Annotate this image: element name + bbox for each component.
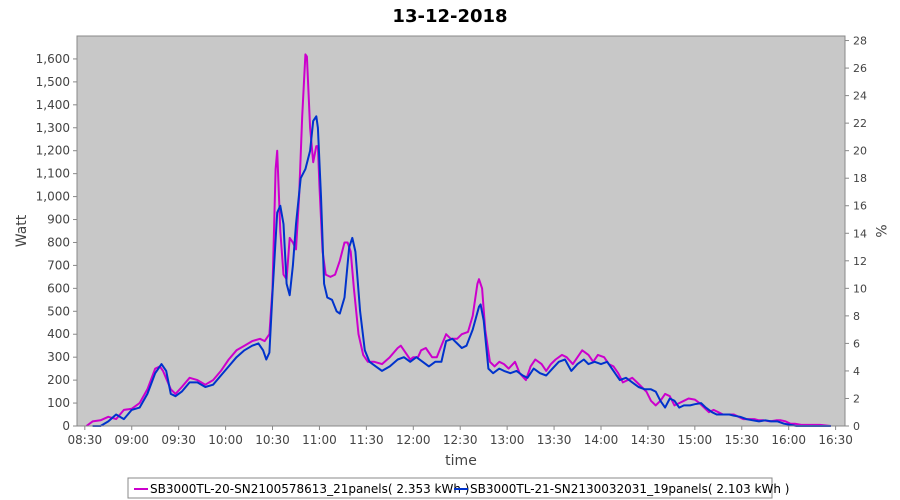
x-tick-label: 16:00 — [771, 433, 806, 447]
x-tick-label: 11:00 — [302, 433, 337, 447]
x-axis-title: time — [445, 453, 477, 469]
y2-tick-label: 10 — [853, 282, 867, 295]
x-tick-label: 10:00 — [208, 433, 243, 447]
x-tick-label: 15:30 — [724, 433, 759, 447]
chart-title: 13-12-2018 — [392, 6, 507, 27]
y-tick-label: 100 — [47, 396, 70, 410]
y-tick-label: 0 — [62, 419, 70, 433]
series-line-2 — [92, 115, 831, 427]
y2-tick-label: 16 — [853, 200, 867, 213]
x-tick-label: 11:30 — [349, 433, 384, 447]
legend: SB3000TL-20-SN2100578613_21panels( 2.353… — [127, 477, 789, 499]
x-tick-label: 12:30 — [443, 433, 478, 447]
x-tick-label: 09:00 — [114, 433, 149, 447]
x-tick-label: 08:30 — [68, 433, 103, 447]
y2-tick-label: 14 — [853, 227, 867, 240]
y-tick-label: 400 — [47, 327, 70, 341]
y2-axis-title: % — [872, 224, 888, 237]
x-tick-label: 14:00 — [584, 433, 619, 447]
y2-tick-label: 26 — [853, 62, 867, 75]
y2-tick-label: 22 — [853, 117, 867, 130]
y2-tick-label: 2 — [853, 392, 860, 405]
x-tick-label: 12:00 — [396, 433, 431, 447]
series-line-1 — [85, 53, 832, 427]
y2-tick-label: 20 — [853, 145, 867, 158]
y-tick-label: 1,300 — [36, 121, 70, 135]
series-layer — [85, 53, 832, 427]
y2-tick-label: 8 — [853, 310, 860, 323]
legend-label-1: SB3000TL-20-SN2100578613_21panels( 2.353… — [150, 482, 469, 496]
y2-tick-label: 12 — [853, 255, 867, 268]
y-tick-label: 1,600 — [36, 52, 70, 66]
y2-tick-label: 18 — [853, 172, 867, 185]
x-tick-label: 14:30 — [631, 433, 666, 447]
legend-box — [127, 477, 773, 499]
y2-tick-label: 24 — [853, 90, 867, 103]
y-tick-label: 1,200 — [36, 144, 70, 158]
y2-tick-label: 4 — [853, 365, 860, 378]
x-tick-label: 10:30 — [255, 433, 290, 447]
y2-tick-label: 28 — [853, 35, 867, 48]
y-axis-title: Watt — [14, 214, 30, 247]
y-tick-label: 300 — [47, 350, 70, 364]
y-tick-label: 600 — [47, 281, 70, 295]
y-tick-label: 500 — [47, 304, 70, 318]
x-tick-label: 15:00 — [678, 433, 713, 447]
y-axis-left: 0 100 200 300 400 500 600 700 800 900 1,000 1,100 1,… — [36, 36, 78, 433]
x-tick-label: 16:30 — [818, 433, 853, 447]
x-tick-label: 09:30 — [161, 433, 196, 447]
y-tick-label: 800 — [47, 235, 70, 249]
legend-label-2: SB3000TL-21-SN2130032031_19panels( 2.103… — [470, 482, 789, 496]
y2-tick-label: 6 — [853, 337, 860, 350]
y2-tick-label: 0 — [853, 420, 860, 433]
x-tick-label: 13:00 — [490, 433, 525, 447]
x-axis: 08:30 09:00 09:30 10:00 10:30 11:00 11:30 12:00… — [68, 425, 853, 447]
y-tick-label: 1,000 — [36, 190, 70, 204]
y-tick-label: 1,500 — [36, 75, 70, 89]
y-tick-label: 900 — [47, 213, 70, 227]
x-tick-label: 13:30 — [537, 433, 572, 447]
y-tick-label: 1,100 — [36, 167, 70, 181]
y-tick-label: 200 — [47, 373, 70, 387]
plot-area — [76, 35, 846, 427]
y-tick-label: 700 — [47, 258, 70, 272]
y-tick-label: 1,400 — [36, 98, 70, 112]
